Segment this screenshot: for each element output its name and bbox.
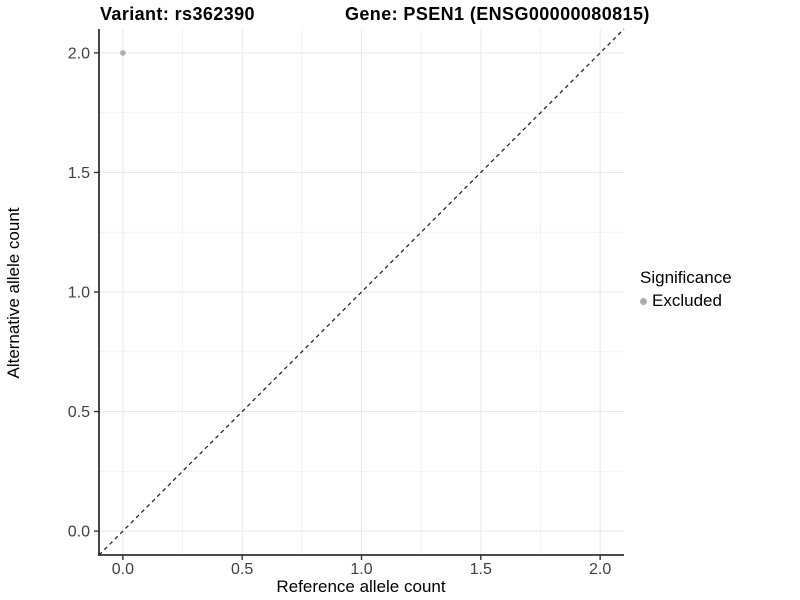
legend-point-icon xyxy=(640,297,647,305)
plot-title-gene: Gene: PSEN1 (ENSG00000080815) xyxy=(345,4,650,24)
y-tick-label: 0.0 xyxy=(68,524,90,541)
x-axis-title: Reference allele count xyxy=(276,577,446,596)
y-tick-label: 0.5 xyxy=(68,404,90,421)
y-tick-label: 1.5 xyxy=(68,165,90,182)
x-tick-label: 0.0 xyxy=(112,561,134,578)
plot-title-variant: Variant: rs362390 xyxy=(100,4,255,24)
legend: Significance Excluded xyxy=(640,268,732,311)
data-point xyxy=(120,50,126,56)
y-tick-label: 2.0 xyxy=(68,45,90,62)
x-tick-label: 1.0 xyxy=(350,561,372,578)
legend-title: Significance xyxy=(640,268,732,287)
x-tick-label: 2.0 xyxy=(589,561,611,578)
y-axis-title: Alternative allele count xyxy=(4,207,23,379)
x-tick-label: 1.5 xyxy=(470,561,492,578)
legend-item-excluded: Excluded xyxy=(640,291,732,311)
x-tick-label: 0.5 xyxy=(231,561,253,578)
y-tick-label: 1.0 xyxy=(68,285,90,302)
legend-item-label: Excluded xyxy=(652,291,722,310)
identity-line xyxy=(98,28,625,556)
